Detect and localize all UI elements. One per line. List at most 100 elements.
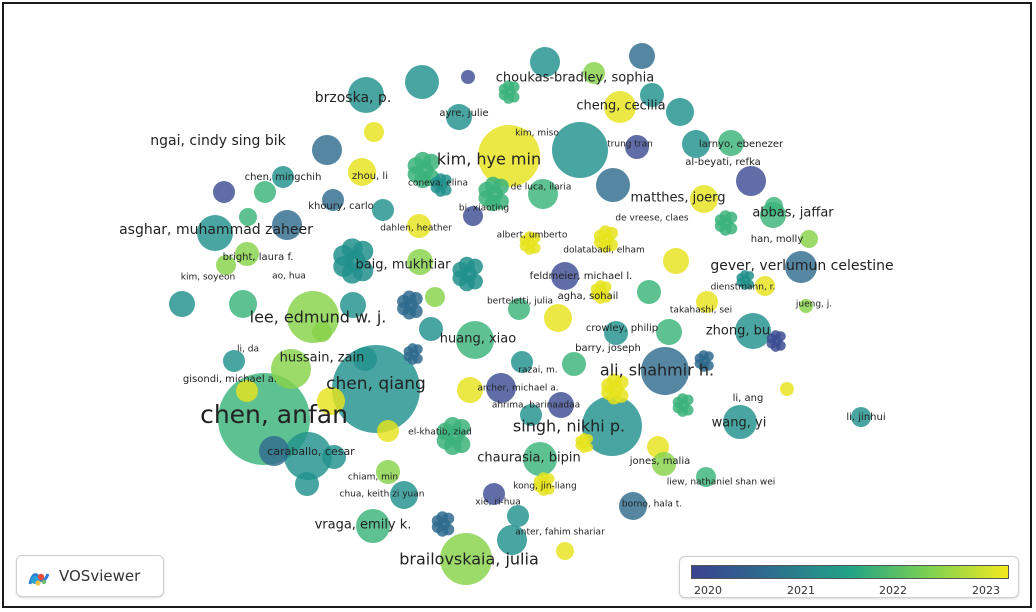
author-label[interactable]: borno, hala t.	[622, 500, 682, 510]
author-node[interactable]	[785, 251, 817, 283]
author-node[interactable]	[348, 77, 384, 113]
author-label[interactable]: huang, xiao	[440, 332, 516, 347]
author-node[interactable]	[582, 396, 642, 456]
author-node[interactable]	[312, 322, 332, 342]
author-node[interactable]	[223, 350, 245, 372]
author-node[interactable]	[312, 135, 342, 165]
author-node[interactable]	[353, 347, 377, 371]
author-node[interactable]	[533, 472, 555, 496]
author-node[interactable]	[390, 481, 418, 509]
author-node[interactable]	[851, 407, 871, 427]
author-label[interactable]: ayre, julie	[439, 108, 488, 119]
author-node[interactable]	[619, 492, 647, 520]
author-node[interactable]	[656, 319, 682, 345]
author-node[interactable]	[478, 125, 540, 187]
author-node[interactable]	[295, 472, 319, 496]
author-node[interactable]	[736, 166, 766, 196]
author-node[interactable]	[556, 542, 574, 560]
author-node[interactable]	[322, 189, 344, 211]
author-label[interactable]: ali, shahmir h.	[600, 361, 714, 380]
author-node[interactable]	[348, 158, 376, 186]
author-label[interactable]: al-beyati, refka	[685, 157, 760, 168]
author-node[interactable]	[682, 130, 710, 158]
author-node[interactable]	[272, 210, 302, 240]
author-node[interactable]	[528, 179, 558, 209]
author-node[interactable]	[376, 460, 400, 484]
author-node[interactable]	[259, 436, 289, 466]
author-node[interactable]	[197, 215, 233, 251]
author-label[interactable]: caraballo, cesar	[267, 445, 355, 458]
author-node[interactable]	[456, 321, 494, 359]
vosviewer-badge[interactable]: VOSviewer	[16, 555, 164, 597]
author-label[interactable]: trung tran	[607, 140, 653, 150]
author-node[interactable]	[640, 83, 664, 107]
author-label[interactable]: dahlen, heather	[380, 224, 452, 234]
author-node[interactable]	[723, 405, 757, 439]
author-node[interactable]	[436, 416, 471, 456]
author-node[interactable]	[403, 343, 423, 365]
author-label[interactable]: han, molly	[751, 234, 804, 245]
author-label[interactable]: liew, nathaniel shan wei	[667, 478, 776, 488]
author-label[interactable]: coneva, elina	[408, 179, 468, 189]
author-node[interactable]	[663, 248, 689, 274]
author-node[interactable]	[799, 299, 813, 313]
author-label[interactable]: ahrima, barinaadaa	[492, 401, 580, 411]
author-node[interactable]	[736, 270, 755, 290]
author-node[interactable]	[407, 249, 433, 275]
author-node[interactable]	[508, 298, 530, 320]
author-node[interactable]	[452, 256, 483, 292]
author-node[interactable]	[463, 206, 483, 226]
author-node[interactable]	[507, 505, 529, 527]
author-node[interactable]	[718, 130, 744, 156]
author-label[interactable]: wang, yi	[712, 416, 767, 431]
author-node[interactable]	[272, 166, 294, 188]
author-node[interactable]	[216, 255, 236, 275]
author-node[interactable]	[800, 230, 818, 248]
author-label[interactable]: crowley, philip	[586, 323, 658, 334]
author-label[interactable]: li, da	[237, 345, 259, 355]
author-node[interactable]	[575, 433, 594, 453]
author-label[interactable]: ao, hua	[272, 272, 306, 282]
author-node[interactable]	[213, 181, 235, 203]
author-label[interactable]: lee, edmund w. j.	[250, 308, 387, 327]
author-label[interactable]: brailovskaia, julia	[399, 550, 539, 569]
author-label[interactable]: el-khatib, ziad	[408, 428, 472, 438]
author-label[interactable]: chen, anfan	[200, 400, 348, 429]
author-node[interactable]	[519, 231, 541, 255]
author-node[interactable]	[604, 91, 636, 123]
author-node[interactable]	[552, 122, 608, 178]
author-node[interactable]	[766, 330, 786, 352]
author-label[interactable]: chen, qiang	[326, 374, 426, 394]
author-label[interactable]: larnyo, ebenezer	[699, 139, 784, 150]
author-node[interactable]	[446, 104, 472, 130]
author-node[interactable]	[523, 442, 557, 476]
author-node[interactable]	[625, 135, 649, 159]
author-node[interactable]	[440, 533, 492, 585]
author-label[interactable]: xie, ri-hua	[475, 498, 520, 508]
author-node[interactable]	[637, 280, 661, 304]
author-label[interactable]: de vreese, claes	[615, 214, 688, 224]
author-label[interactable]: brzoska, p.	[315, 90, 392, 106]
author-node[interactable]	[601, 373, 629, 405]
author-node[interactable]	[407, 214, 431, 238]
author-node[interactable]	[169, 291, 195, 317]
author-node[interactable]	[236, 380, 258, 402]
author-node[interactable]	[461, 70, 475, 84]
author-node[interactable]	[340, 292, 366, 318]
author-label[interactable]: zhong, bu	[706, 324, 770, 339]
author-node[interactable]	[478, 176, 509, 212]
author-node[interactable]	[486, 373, 516, 403]
author-label[interactable]: dolatabadi, elham	[563, 246, 644, 256]
author-label[interactable]: chaurasia, bipin	[477, 451, 581, 466]
author-node[interactable]	[641, 347, 689, 395]
author-label[interactable]: kim, soyeon	[181, 273, 235, 283]
author-node[interactable]	[694, 350, 714, 372]
author-label[interactable]: jones, malia	[629, 456, 691, 467]
author-node[interactable]	[652, 452, 676, 476]
author-node[interactable]	[530, 47, 560, 77]
author-node[interactable]	[372, 199, 394, 221]
author-node[interactable]	[431, 511, 455, 537]
author-label[interactable]: li, ang	[733, 393, 764, 404]
author-node[interactable]	[317, 387, 345, 415]
author-node[interactable]	[235, 242, 259, 266]
